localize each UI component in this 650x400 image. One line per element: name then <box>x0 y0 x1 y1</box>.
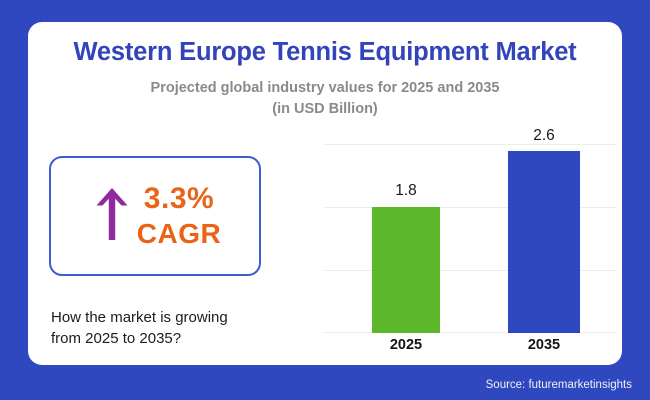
gridline <box>324 144 617 145</box>
bar-chart: 1.8 2.6 2025 2035 <box>324 127 617 362</box>
growth-caption-line-1: How the market is growing <box>51 309 228 326</box>
growth-caption: How the market is growing from 2025 to 2… <box>51 307 311 349</box>
bar-2025 <box>372 207 440 333</box>
arrow-up-icon <box>89 183 135 245</box>
page-subtitle: Projected global industry values for 202… <box>28 78 622 120</box>
cagr-label: CAGR <box>136 218 222 249</box>
growth-caption-line-2: from 2025 to 2035? <box>51 330 182 347</box>
gridline <box>324 270 617 271</box>
x-label-2025: 2025 <box>389 337 423 353</box>
bar-2035 <box>508 151 580 333</box>
bar-value-2035: 2.6 <box>533 127 555 144</box>
cagr-callout-box: 3.3% CAGR <box>49 156 261 276</box>
cagr-callout-content: 3.3% CAGR <box>51 158 259 274</box>
source-attribution: Source: futuremarketinsights <box>485 379 632 391</box>
bar-value-2025: 1.8 <box>395 182 417 199</box>
content-card: Western Europe Tennis Equipment Market P… <box>28 22 622 365</box>
chart-plot-area: 1.8 2.6 <box>324 127 617 333</box>
gridline <box>324 207 617 208</box>
axis-baseline <box>324 332 617 333</box>
page-title: Western Europe Tennis Equipment Market <box>73 38 577 66</box>
cagr-text-group: 3.3% CAGR <box>137 181 221 251</box>
chart-x-axis-labels: 2025 2035 <box>324 337 617 361</box>
subtitle-line-1: Projected global industry values for 202… <box>150 80 500 96</box>
x-label-2035: 2035 <box>527 337 561 353</box>
subtitle-line-2: (in USD Billion) <box>272 101 378 117</box>
cagr-value: 3.3% <box>143 182 215 215</box>
